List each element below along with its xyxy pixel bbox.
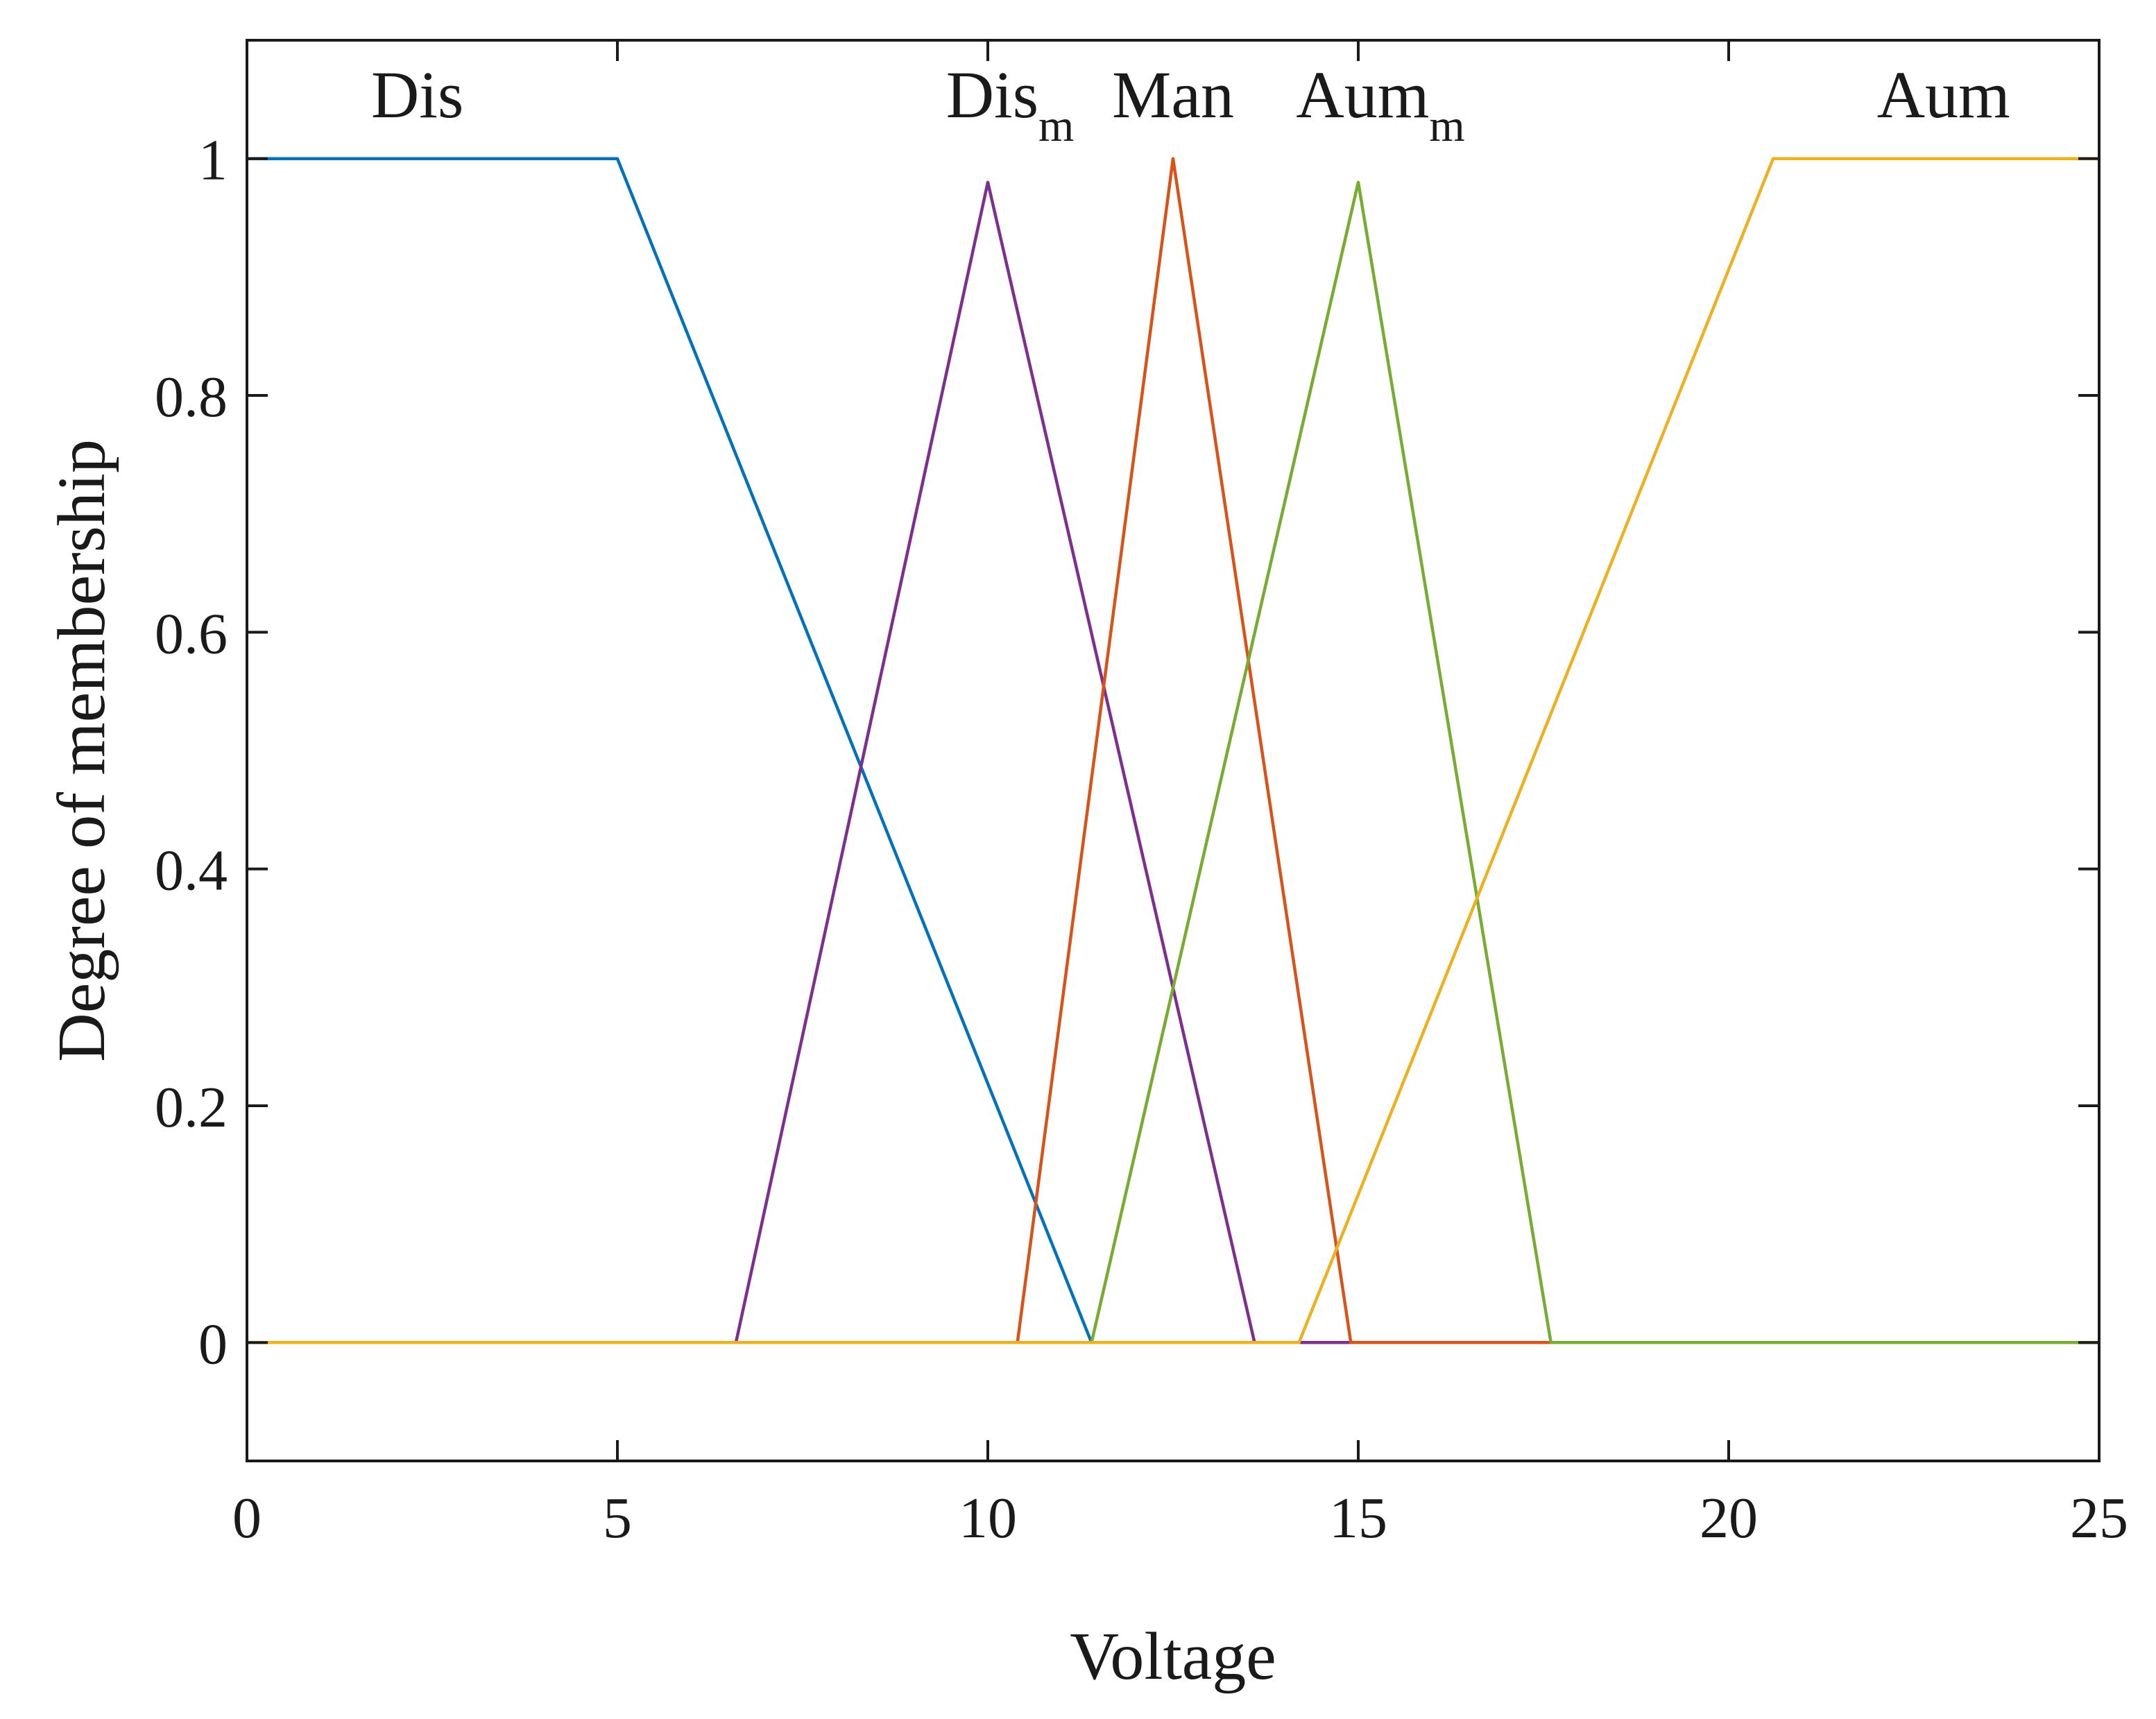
y-tick-label: 0.6 [155, 601, 228, 666]
plot-frame [246, 39, 2101, 1462]
series-line-man [247, 157, 2099, 1344]
tick-layer: 0 5 10 15 20 25 0 0.2 0.4 0.6 0.8 1 [155, 40, 2128, 1550]
x-tick-label: 5 [603, 1486, 632, 1550]
series-line-dis [247, 157, 2099, 1344]
series-label-aum: Aum [1877, 58, 2010, 132]
y-tick-label: 0.2 [155, 1075, 228, 1140]
series-label-aum-m: Aumm [1296, 58, 1464, 151]
series-layer [247, 157, 2099, 1344]
y-tick-label: 0.8 [155, 365, 228, 429]
y-tick-label: 1 [198, 128, 228, 193]
x-tick-label: 10 [959, 1486, 1017, 1550]
series-label-dis: Dis [371, 58, 463, 132]
series-label-layer: Dis Dism Man Aumm Aum [371, 58, 2010, 151]
y-tick-label: 0 [198, 1312, 228, 1376]
x-tick-label: 0 [232, 1486, 262, 1550]
y-axis-title: Degree of membership [44, 439, 119, 1062]
series-line-aum-m [247, 180, 2099, 1344]
series-line-aum [247, 157, 2099, 1344]
x-tick-label: 15 [1329, 1486, 1387, 1550]
y-tick-label: 0.4 [155, 839, 228, 903]
series-label-dis-m: Dism [946, 58, 1075, 151]
x-tick-label: 20 [1700, 1486, 1758, 1550]
series-line-dis-m [247, 180, 2099, 1344]
x-axis-title: Voltage [1070, 1619, 1276, 1694]
x-tick-label: 25 [2070, 1486, 2128, 1550]
series-label-man: Man [1112, 58, 1234, 132]
